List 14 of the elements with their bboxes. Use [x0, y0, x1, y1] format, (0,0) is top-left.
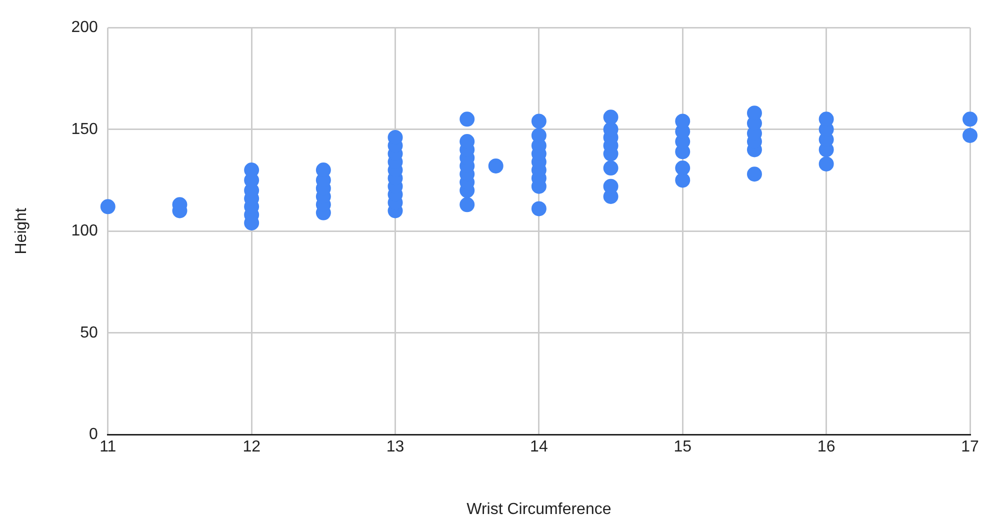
- x-axis-title: Wrist Circumference: [466, 500, 612, 518]
- y-axis-title: Height: [13, 207, 30, 254]
- y-tick-label: 100: [71, 222, 98, 240]
- y-tick-label: 200: [71, 19, 98, 36]
- y-tick-label: 150: [71, 120, 98, 138]
- x-tick-label: 13: [386, 438, 404, 456]
- x-tick-label: 11: [100, 438, 116, 456]
- y-tick-label: 0: [88, 426, 98, 444]
- x-tick-label: 15: [674, 438, 692, 456]
- y-tick-label: 50: [80, 324, 98, 342]
- x-tick-label: 16: [817, 438, 836, 456]
- x-tick-label: 14: [530, 438, 548, 456]
- x-tick-label: 12: [242, 438, 261, 456]
- x-tick-label: 17: [961, 438, 979, 456]
